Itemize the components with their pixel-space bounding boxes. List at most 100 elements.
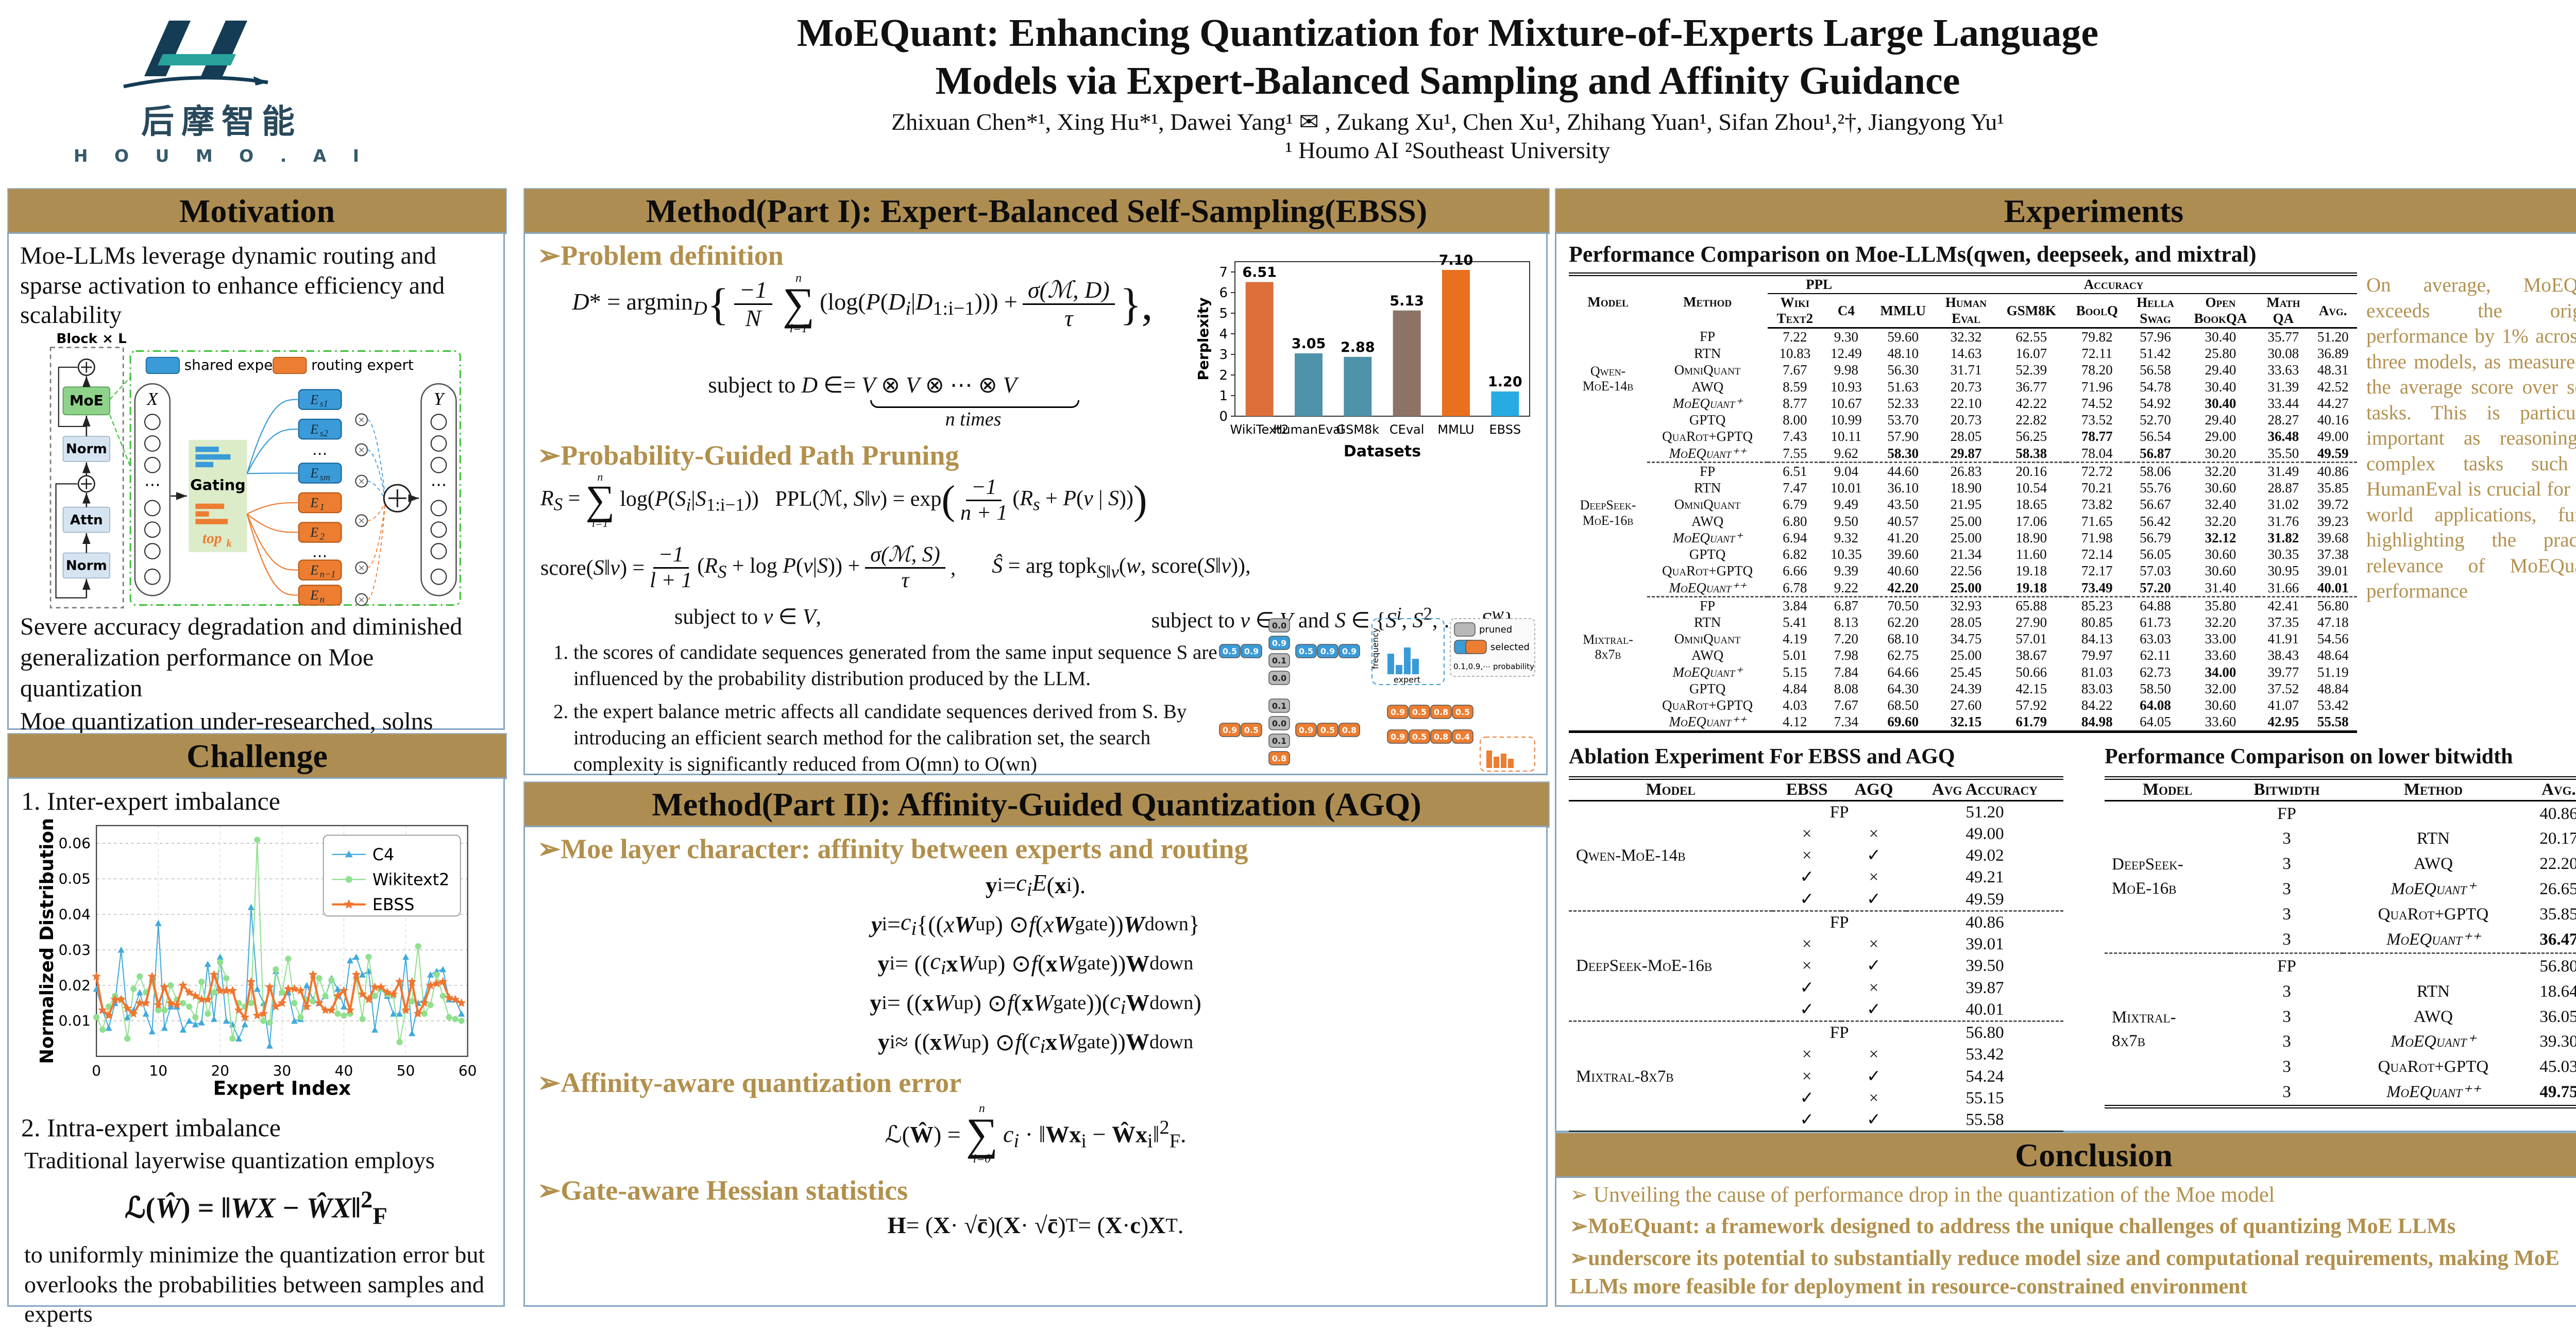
table-row: ✓ ✓ 55.58 xyxy=(1800,1111,2004,1130)
rs-lhs: RS = xyxy=(540,487,581,515)
houmo-logo: 后摩智能 H O U M O . A I xyxy=(62,15,381,166)
svg-text:n: n xyxy=(320,594,325,604)
score-formula: score(S‖v) = −1 l + 1 (RS + log P(v|S)) +… xyxy=(540,543,1535,593)
experiments-header-bar: Experiments xyxy=(1555,188,2576,234)
err-body: ci · ‖Wxi − Ŵxi‖2F. xyxy=(1003,1116,1187,1152)
svg-text:GSM8k: GSM8k xyxy=(1336,422,1379,437)
table-row: MoEQuant⁺⁺ 7.55 9.62 58.30 29.87 58.38 78.04 56… xyxy=(1669,445,2349,461)
method1-note-1: the scores of candidate sequences genera… xyxy=(573,640,1243,692)
method1-notes-list: the scores of candidate sequences genera… xyxy=(540,640,1243,784)
conclusion-bullet-2: ➢MoEQuant: a framework designed to addre… xyxy=(1570,1215,2456,1239)
svg-text:Wikitext2: Wikitext2 xyxy=(372,871,449,890)
svg-text:0.9: 0.9 xyxy=(1299,725,1313,735)
svg-text:C4: C4 xyxy=(372,846,394,864)
svg-text:50: 50 xyxy=(397,1062,415,1079)
svg-text:0.9: 0.9 xyxy=(1244,646,1259,656)
table-subheader-row: Wiki Text2 C4 MMLU Human Eval GSM8K BoolQ Hella S… xyxy=(1569,294,2357,329)
svg-text:expert: expert xyxy=(1394,675,1420,685)
svg-text:3: 3 xyxy=(1219,347,1228,363)
underbrace-label: n times xyxy=(945,408,1002,430)
svg-text:4: 4 xyxy=(1219,327,1228,342)
svg-text:Perplexity: Perplexity xyxy=(1195,297,1212,380)
conclusion-heading: Conclusion xyxy=(2015,1137,2173,1173)
ebss-perplexity-bar-chart: 0 1 2 3 4 5 6 7 6.51 WikiText2 3.05 HumanEval 2.88 GS… xyxy=(1195,252,1530,460)
svg-text:frequency: frequency xyxy=(1370,628,1380,669)
rs-frac: −1 n + 1 xyxy=(960,475,1008,525)
svg-text:⋯: ⋯ xyxy=(312,446,328,462)
pd-sum: n ∑ i=1 xyxy=(782,271,815,336)
svg-text:0: 0 xyxy=(1219,409,1228,424)
problem-definition-formula: D* = argminD { −1 N n ∑ i=1 (log(P(Di|D1:i−… xyxy=(540,272,1184,335)
svg-text:Expert Index: Expert Index xyxy=(213,1077,351,1099)
conclusion-bullet-1: ➢ Unveiling the cause of performance dro… xyxy=(1570,1183,2275,1207)
motivation-intro-text: Moe-LLMs leverage dynamic routing and sp… xyxy=(20,242,445,329)
table-row: MoEQuant⁺ 6.94 9.32 41.20 25.00 18.90 71.98 56.… xyxy=(1672,530,2349,545)
table-row: QuaRot+GPTQ 6.66 9.39 40.60 22.56 19.18 72.17 5… xyxy=(1662,563,2349,579)
svg-text:0.5: 0.5 xyxy=(1244,725,1259,735)
rs-mid: log(P(Si|S1:i−1)) PPL(ℳ, S‖v) = exp xyxy=(620,487,942,515)
svg-text:pruned: pruned xyxy=(1479,624,1512,635)
table-row: QuaRot+GPTQ 7.43 10.11 57.90 28.05 56.25 78.77… xyxy=(1662,429,2349,445)
pd-open-brace: { xyxy=(707,279,729,329)
norm-block-label: Norm xyxy=(66,441,107,457)
input-x-label: X xyxy=(146,389,159,409)
conclusion-header-bar: Conclusion xyxy=(1555,1132,2576,1179)
svg-text:0.4: 0.4 xyxy=(1455,732,1470,742)
svg-text:6: 6 xyxy=(1219,285,1228,301)
svg-text:60: 60 xyxy=(459,1062,477,1079)
gating-label: Gating xyxy=(190,476,246,493)
table-row: 3 RTN 18.64 xyxy=(2282,982,2576,1001)
table-row: Mixtral- 8x7b OmniQuant 4.19 7.20 68.10 34.75 5… xyxy=(1583,631,2349,662)
table-row: AWQ 5.01 7.98 62.75 25.00 38.67 79.97 62.11 33.6… xyxy=(1691,647,2349,663)
table-row: ✓ × 49.21 xyxy=(1800,868,2004,887)
topk-label: top xyxy=(202,530,222,547)
method2-heading: Method(Part II): Affinity-Guided Quantiz… xyxy=(652,786,1421,823)
svg-text:0.05: 0.05 xyxy=(59,871,91,888)
ablation-table-title: Ablation Experiment For EBSS and AGQ xyxy=(1569,744,1955,769)
block-label: Block × L xyxy=(56,332,126,347)
svg-text:7.10: 7.10 xyxy=(1439,252,1473,268)
conclusion-box: ➢ Unveiling the cause of performance dro… xyxy=(1555,1176,2576,1307)
motivation-box: Moe-LLMs leverage dynamic routing and sp… xyxy=(7,232,505,831)
challenge-item2: 2. Intra-expert imbalance xyxy=(21,1113,281,1142)
svg-text:Datasets: Datasets xyxy=(1344,442,1421,460)
svg-text:×: × xyxy=(358,475,365,488)
svg-text:1.20: 1.20 xyxy=(1488,374,1522,390)
svg-text:0.0: 0.0 xyxy=(1272,673,1286,683)
bitwidth-table-title: Performance Comparison on lower bitwidth xyxy=(2105,744,2513,769)
svg-text:0.06: 0.06 xyxy=(59,835,91,852)
table-header-row: Model Bitwidth Method Avg. xyxy=(2105,778,2576,801)
underbrace xyxy=(870,400,1079,408)
svg-text:0.04: 0.04 xyxy=(59,906,91,923)
table-row: QuaRot+GPTQ 4.03 7.67 68.50 27.60 57.92 84.22 6… xyxy=(1662,697,2349,713)
affinity-error-heading: ➢Affinity-aware quantization error xyxy=(537,1067,962,1098)
table-row: DeepSeek- MoE-16b OmniQuant 6.79 9.49 43.50 21… xyxy=(1580,497,2349,528)
score-mid: (RS + log P(v|S)) + xyxy=(697,554,860,582)
table-row: AWQ 6.80 9.50 40.57 25.00 17.06 71.65 56.42 32.2… xyxy=(1691,513,2349,529)
challenge-text2: to uniformly minimize the quantization e… xyxy=(24,1241,485,1327)
svg-text:Normalized Distribution: Normalized Distribution xyxy=(37,818,58,1064)
pd-frac1: −1 N xyxy=(734,277,772,331)
table-row: ✓ × 39.87 xyxy=(1800,978,2004,997)
moe-block-label: MoE xyxy=(70,392,104,409)
pd-body: (log(P(Di|D1:i−1))) + xyxy=(820,288,1018,320)
svg-text:10: 10 xyxy=(149,1062,167,1079)
token-pruning-diagram: 0.5 0.9 0.0 0.9 0.1 0.0 0.5 0.9 0.9 frequency expe… xyxy=(1219,618,1535,772)
table-row: 3 RTN 20.17 xyxy=(2282,829,2576,848)
method1-heading: Method(Part I): Expert-Balanced Self-Sam… xyxy=(646,193,1428,229)
affiliations-line: ¹ Houmo AI ²Southeast University xyxy=(1285,137,1611,164)
problem-definition-heading: ➢Problem definition xyxy=(537,240,784,271)
svg-text:×: × xyxy=(358,413,365,426)
svg-text:0.1,0.9,⋯ probability: 0.1,0.9,⋯ probability xyxy=(1453,662,1534,671)
output-y-label: Y xyxy=(434,389,446,409)
method1-header-bar: Method(Part I): Expert-Balanced Self-Sam… xyxy=(523,188,1550,234)
score-lhs: score(S‖v) = xyxy=(540,556,645,580)
moe-architecture-diagram: Block × L MoE Norm Attn Norm shared expe… xyxy=(49,332,461,608)
score-frac2: σ(ℳ, S) τ xyxy=(865,543,945,593)
svg-text:E: E xyxy=(310,562,318,577)
